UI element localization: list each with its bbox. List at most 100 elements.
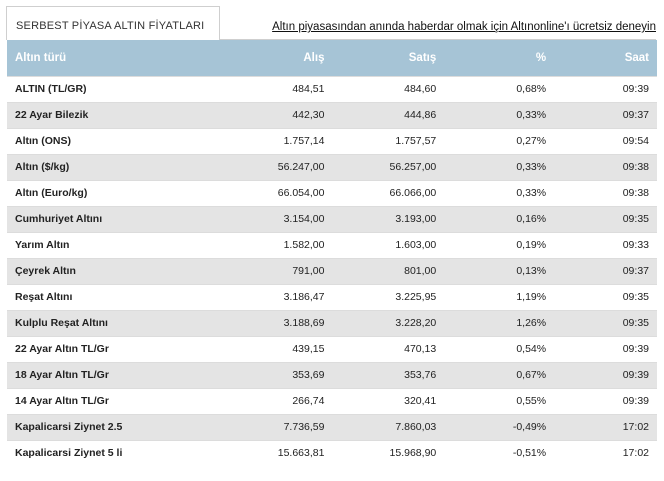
cell-sell: 1.757,57 bbox=[332, 127, 445, 154]
cell-sell: 3.225,95 bbox=[332, 283, 445, 310]
cell-sell: 470,13 bbox=[332, 335, 445, 362]
cell-buy: 1.757,14 bbox=[181, 127, 333, 154]
cell-percent: 1,19% bbox=[444, 283, 555, 310]
cell-sell: 1.603,00 bbox=[332, 231, 445, 258]
cell-time: 09:35 bbox=[554, 205, 657, 232]
cell-sell: 56.257,00 bbox=[332, 153, 445, 180]
cell-time: 09:39 bbox=[554, 361, 657, 388]
cell-time: 09:39 bbox=[554, 335, 657, 362]
cell-percent: 0,33% bbox=[444, 179, 555, 206]
top-bar: SERBEST PİYASA ALTIN FİYATLARI Altın piy… bbox=[0, 0, 664, 40]
cell-buy: 56.247,00 bbox=[181, 153, 333, 180]
column-header-time: Saat bbox=[624, 51, 649, 64]
cell-sell: 444,86 bbox=[332, 101, 445, 128]
cell-type: Kulplu Reşat Altını bbox=[7, 309, 182, 336]
table-row: 22 Ayar Altın TL/Gr 439,15 470,13 0,54% 09:3… bbox=[7, 335, 657, 362]
cell-percent: 0,16% bbox=[444, 205, 555, 232]
cell-time: 09:39 bbox=[554, 387, 657, 414]
cell-type: Reşat Altını bbox=[7, 283, 182, 310]
cell-sell: 484,60 bbox=[332, 75, 445, 102]
cell-time: 09:37 bbox=[554, 101, 657, 128]
cell-time: 09:33 bbox=[554, 231, 657, 258]
column-header-percent: % bbox=[535, 51, 547, 64]
cell-buy: 442,30 bbox=[181, 101, 333, 128]
section-tab-title: SERBEST PİYASA ALTIN FİYATLARI bbox=[6, 6, 220, 40]
cell-percent: 0,13% bbox=[444, 257, 555, 284]
cell-time: 17:02 bbox=[554, 413, 657, 440]
cell-sell: 320,41 bbox=[332, 387, 445, 414]
table-row: Altın (Euro/kg) 66.054,00 66.066,00 0,33% 09… bbox=[7, 179, 657, 206]
cell-type: Yarım Altın bbox=[7, 231, 182, 258]
cell-percent: 1,26% bbox=[444, 309, 555, 336]
cell-type: 22 Ayar Bilezik bbox=[7, 101, 182, 128]
cell-percent: 0,33% bbox=[444, 153, 555, 180]
cell-buy: 66.054,00 bbox=[181, 179, 333, 206]
divider bbox=[220, 39, 656, 40]
cell-percent: -0,51% bbox=[444, 439, 555, 466]
cell-time: 09:38 bbox=[554, 179, 657, 206]
cell-type: 14 Ayar Altın TL/Gr bbox=[7, 387, 182, 414]
table-row: Çeyrek Altın 791,00 801,00 0,13% 09:37 bbox=[7, 257, 657, 284]
cell-percent: -0,49% bbox=[444, 413, 555, 440]
cell-type: Altın (ONS) bbox=[7, 127, 182, 154]
column-header-sell: Satış bbox=[408, 51, 437, 64]
table-header-row: Altın türü Alış Satış % Saat bbox=[7, 40, 657, 76]
cell-buy: 353,69 bbox=[181, 361, 333, 388]
cell-sell: 15.968,90 bbox=[332, 439, 445, 466]
cell-percent: 0,54% bbox=[444, 335, 555, 362]
column-header-buy: Alış bbox=[303, 51, 325, 64]
cell-buy: 791,00 bbox=[181, 257, 333, 284]
cell-sell: 66.066,00 bbox=[332, 179, 445, 206]
cell-type: Çeyrek Altın bbox=[7, 257, 182, 284]
cell-percent: 0,27% bbox=[444, 127, 555, 154]
cell-type: ALTIN (TL/GR) bbox=[7, 75, 182, 102]
cell-type: 18 Ayar Altın TL/Gr bbox=[7, 361, 182, 388]
column-header-type: Altın türü bbox=[15, 51, 67, 64]
cell-time: 09:39 bbox=[554, 75, 657, 102]
table-row: 14 Ayar Altın TL/Gr 266,74 320,41 0,55% 09:3… bbox=[7, 387, 657, 414]
table-row: 18 Ayar Altın TL/Gr 353,69 353,76 0,67% 09:3… bbox=[7, 361, 657, 388]
cell-buy: 15.663,81 bbox=[181, 439, 333, 466]
table-row: Cumhuriyet Altını 3.154,00 3.193,00 0,16% 09… bbox=[7, 205, 657, 232]
cell-type: Kapalicarsi Ziynet 2.5 bbox=[7, 413, 182, 440]
cell-sell: 3.193,00 bbox=[332, 205, 445, 232]
promo-link[interactable]: Altın piyasasından anında haberdar olmak… bbox=[272, 21, 656, 33]
cell-type: Cumhuriyet Altını bbox=[7, 205, 182, 232]
cell-buy: 439,15 bbox=[181, 335, 333, 362]
cell-percent: 0,67% bbox=[444, 361, 555, 388]
cell-percent: 0,68% bbox=[444, 75, 555, 102]
cell-buy: 484,51 bbox=[181, 75, 333, 102]
cell-percent: 0,33% bbox=[444, 101, 555, 128]
cell-type: 22 Ayar Altın TL/Gr bbox=[7, 335, 182, 362]
table-row: ALTIN (TL/GR) 484,51 484,60 0,68% 09:39 bbox=[7, 75, 657, 102]
table-row: Kulplu Reşat Altını 3.188,69 3.228,20 1,26%… bbox=[7, 309, 657, 336]
cell-type: Altın (Euro/kg) bbox=[7, 179, 182, 206]
gold-prices-table: Altın türü Alış Satış % Saat ALTIN (TL/G… bbox=[7, 40, 657, 466]
cell-sell: 353,76 bbox=[332, 361, 445, 388]
cell-buy: 7.736,59 bbox=[181, 413, 333, 440]
cell-time: 17:02 bbox=[554, 439, 657, 466]
cell-time: 09:38 bbox=[554, 153, 657, 180]
cell-buy: 266,74 bbox=[181, 387, 333, 414]
cell-type: Altın ($/kg) bbox=[7, 153, 182, 180]
table-row: Kapalicarsi Ziynet 5 li 15.663,81 15.968,9… bbox=[7, 439, 657, 466]
table-row: Yarım Altın 1.582,00 1.603,00 0,19% 09:33 bbox=[7, 231, 657, 258]
cell-percent: 0,55% bbox=[444, 387, 555, 414]
table-row: Altın (ONS) 1.757,14 1.757,57 0,27% 09:54 bbox=[7, 127, 657, 154]
cell-buy: 1.582,00 bbox=[181, 231, 333, 258]
cell-percent: 0,19% bbox=[444, 231, 555, 258]
table-row: 22 Ayar Bilezik 442,30 444,86 0,33% 09:37 bbox=[7, 101, 657, 128]
table-row: Reşat Altını 3.186,47 3.225,95 1,19% 09:35 bbox=[7, 283, 657, 310]
cell-time: 09:35 bbox=[554, 283, 657, 310]
cell-time: 09:35 bbox=[554, 309, 657, 336]
cell-sell: 3.228,20 bbox=[332, 309, 445, 336]
table-row: Kapalicarsi Ziynet 2.5 7.736,59 7.860,03 -0… bbox=[7, 413, 657, 440]
cell-time: 09:54 bbox=[554, 127, 657, 154]
cell-time: 09:37 bbox=[554, 257, 657, 284]
cell-sell: 801,00 bbox=[332, 257, 445, 284]
cell-buy: 3.154,00 bbox=[181, 205, 333, 232]
cell-buy: 3.188,69 bbox=[181, 309, 333, 336]
cell-sell: 7.860,03 bbox=[332, 413, 445, 440]
table-row: Altın ($/kg) 56.247,00 56.257,00 0,33% 09:38 bbox=[7, 153, 657, 180]
cell-type: Kapalicarsi Ziynet 5 li bbox=[7, 439, 182, 466]
